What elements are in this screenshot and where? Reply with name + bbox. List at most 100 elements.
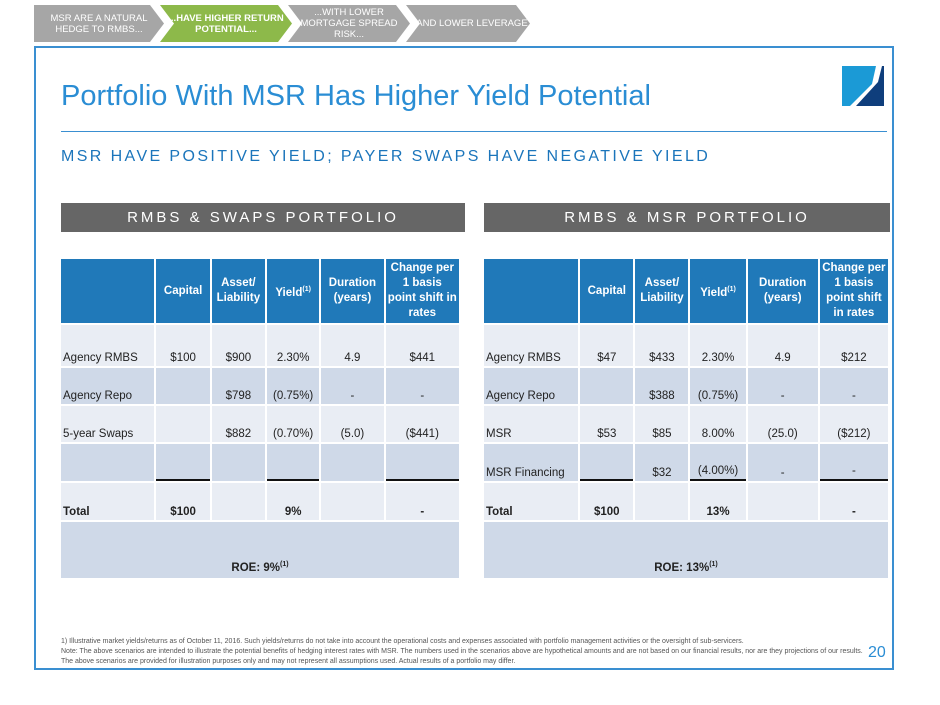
- step-label: ...WITH LOWER MORTGAGE SPREAD RISK...: [300, 7, 398, 40]
- table-cell: $798: [211, 368, 265, 404]
- table-cell: [321, 444, 384, 481]
- table-cell: $882: [211, 406, 265, 442]
- roe-row: ROE: 13%(1): [484, 522, 888, 578]
- total-cell: -: [819, 483, 888, 520]
- column-header: Capital: [580, 259, 634, 323]
- table-cell: $433: [635, 325, 689, 366]
- step-hedge: MSR ARE A NATURAL HEDGE TO RMBS...: [34, 5, 164, 42]
- table-row: MSR Financing $32 (4.00%) - -: [484, 444, 888, 481]
- swaps-portfolio-table: Capital Asset/ Liability Yield(1) Duration …: [59, 257, 461, 580]
- table-cell: [156, 444, 210, 481]
- column-header-label: Duration (years): [759, 277, 807, 304]
- table-cell: $85: [635, 406, 689, 442]
- table-cell: MSR Financing: [484, 444, 579, 481]
- table-cell: (5.0): [321, 406, 384, 442]
- roe-cell: ROE: 13%(1): [484, 522, 888, 578]
- column-header: Yield(1): [267, 259, 320, 323]
- title-divider: [61, 131, 887, 132]
- table-cell: [156, 368, 210, 404]
- column-header-label: Yield: [700, 286, 728, 299]
- step-label: ...HAVE HIGHER RETURN POTENTIAL...: [168, 12, 284, 35]
- footnotes: 1) Illustrative market yields/returns as…: [61, 637, 871, 667]
- table-cell: $32: [635, 444, 689, 481]
- footnote-1: 1) Illustrative market yields/returns as…: [61, 638, 744, 645]
- column-header: Yield(1): [690, 259, 746, 323]
- total-cell: 9%: [267, 483, 320, 520]
- total-cell: 13%: [690, 483, 746, 520]
- column-header-label: Duration (years): [328, 277, 377, 304]
- table-cell: [156, 406, 210, 442]
- footnote-marker: (1): [709, 561, 718, 569]
- table-cell: $441: [385, 325, 459, 366]
- column-header: Duration (years): [747, 259, 818, 323]
- footnote-note: Note: The above scenarios are intended t…: [61, 648, 863, 665]
- table-cell: [580, 368, 634, 404]
- table-header-row: Capital Asset/ Liability Yield(1) Duration …: [61, 259, 459, 323]
- table-cell: -: [385, 368, 459, 404]
- column-header-label: Asset/ Liability: [640, 277, 684, 304]
- column-header-label: Capital: [163, 284, 203, 297]
- column-header: Capital: [156, 259, 210, 323]
- step-spread-risk: ...WITH LOWER MORTGAGE SPREAD RISK...: [288, 5, 410, 42]
- table-cell: 2.30%: [267, 325, 320, 366]
- table-cell: (25.0): [747, 406, 818, 442]
- column-header-label: Change per 1 basis point shift in rates: [387, 262, 457, 319]
- column-header: Asset/ Liability: [211, 259, 265, 323]
- footnote-marker: (1): [302, 285, 311, 293]
- total-row: Total $100 9% -: [61, 483, 459, 520]
- column-header-label: Capital: [587, 284, 626, 297]
- table-cell: $900: [211, 325, 265, 366]
- total-cell: -: [385, 483, 459, 520]
- table-cell: Agency Repo: [61, 368, 155, 404]
- subtitle: MSR HAVE POSITIVE YIELD; PAYER SWAPS HAV…: [61, 148, 711, 165]
- column-header-label: Asset/ Liability: [216, 277, 261, 304]
- table-cell: $47: [580, 325, 634, 366]
- table-cell: Agency RMBS: [484, 325, 579, 366]
- msr-portfolio-table: Capital Asset/ Liability Yield(1) Duration …: [482, 257, 890, 580]
- table-cell: [385, 444, 459, 481]
- table-row: [61, 444, 459, 481]
- table-cell: [580, 444, 634, 481]
- table-row: 5-year Swaps $882 (0.70%) (5.0) ($441): [61, 406, 459, 442]
- total-cell: [211, 483, 265, 520]
- table-cell: $100: [156, 325, 210, 366]
- step-label: MSR ARE A NATURAL HEDGE TO RMBS...: [50, 12, 148, 35]
- section-bar-msr: RMBS & MSR PORTFOLIO: [484, 203, 890, 232]
- table-row: Agency RMBS $47 $433 2.30% 4.9 $212: [484, 325, 888, 366]
- step-higher-return: ...HAVE HIGHER RETURN POTENTIAL...: [160, 5, 292, 42]
- roe-cell: ROE: 9%(1): [61, 522, 459, 578]
- table-cell: (4.00%): [690, 444, 746, 481]
- table-cell: 5-year Swaps: [61, 406, 155, 442]
- column-header-label: Change per 1 basis point shift in rates: [822, 262, 886, 319]
- table-cell: 4.9: [747, 325, 818, 366]
- table-row: Agency Repo $798 (0.75%) - -: [61, 368, 459, 404]
- column-header: Duration (years): [321, 259, 384, 323]
- column-header: Change per 1 basis point shift in rates: [385, 259, 459, 323]
- total-cell: $100: [156, 483, 210, 520]
- total-row: Total $100 13% -: [484, 483, 888, 520]
- slide-frame: [34, 46, 894, 670]
- table-cell: [61, 444, 155, 481]
- table-header-row: Capital Asset/ Liability Yield(1) Duration …: [484, 259, 888, 323]
- footnote-marker: (1): [280, 561, 289, 569]
- page-number: 20: [868, 644, 886, 661]
- column-header: [61, 259, 155, 323]
- table-cell: $388: [635, 368, 689, 404]
- footnote-marker: (1): [727, 285, 736, 293]
- table-cell: Agency RMBS: [61, 325, 155, 366]
- total-cell: [635, 483, 689, 520]
- table-cell: [267, 444, 320, 481]
- section-bar-swaps: RMBS & SWAPS PORTFOLIO: [61, 203, 465, 232]
- company-logo-icon: [842, 66, 884, 106]
- table-row: Agency RMBS $100 $900 2.30% 4.9 $441: [61, 325, 459, 366]
- total-cell: [321, 483, 384, 520]
- column-header: [484, 259, 579, 323]
- table-cell: -: [819, 368, 888, 404]
- table-cell: -: [819, 444, 888, 481]
- step-label: ...AND LOWER LEVERAGE: [408, 18, 528, 29]
- table-row: Agency Repo $388 (0.75%) - -: [484, 368, 888, 404]
- column-header: Change per 1 basis point shift in rates: [819, 259, 888, 323]
- total-cell: Total: [484, 483, 579, 520]
- column-header: Asset/ Liability: [635, 259, 689, 323]
- total-cell: Total: [61, 483, 155, 520]
